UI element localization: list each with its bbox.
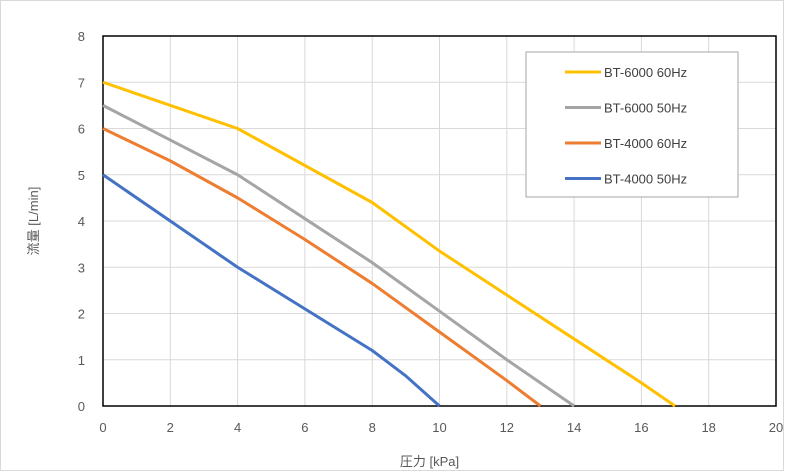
- x-tick-label: 18: [701, 420, 715, 435]
- y-tick-label: 1: [78, 353, 85, 368]
- x-tick-label: 16: [634, 420, 648, 435]
- y-axis-ticks: 0 1 2 3 4 5 6 7 8: [78, 29, 85, 414]
- y-tick-label: 8: [78, 29, 85, 44]
- y-tick-label: 7: [78, 75, 85, 90]
- x-tick-label: 20: [769, 420, 783, 435]
- x-tick-label: 0: [99, 420, 106, 435]
- y-tick-label: 2: [78, 307, 85, 322]
- y-tick-label: 6: [78, 122, 85, 137]
- legend-box: [525, 51, 739, 198]
- x-tick-label: 10: [432, 420, 446, 435]
- legend: BT-6000 60Hz BT-6000 50Hz BT-4000 60Hz BT-4…: [525, 51, 739, 198]
- series-line: [102, 80, 676, 408]
- x-axis-title: 圧力 [kPa]: [400, 454, 459, 469]
- series-lines: [102, 80, 676, 408]
- x-tick-label: 12: [500, 420, 514, 435]
- x-tick-label: 8: [369, 420, 376, 435]
- y-tick-label: 0: [78, 399, 85, 414]
- x-tick-label: 4: [234, 420, 241, 435]
- x-axis-ticks: 0 2 4 6 8 10 12 14 16 18 20: [99, 420, 783, 435]
- legend-label: BT-6000 60Hz: [604, 65, 687, 80]
- y-tick-label: 4: [78, 214, 85, 229]
- y-tick-label: 3: [78, 260, 85, 275]
- x-tick-label: 14: [567, 420, 581, 435]
- y-tick-label: 5: [78, 168, 85, 183]
- series-line: [102, 104, 575, 408]
- y-axis-title: 流量 [L/min]: [26, 187, 41, 256]
- series-line: [102, 173, 441, 408]
- legend-label: BT-6000 50Hz: [604, 101, 687, 116]
- series-line: [102, 127, 542, 408]
- x-tick-label: 6: [301, 420, 308, 435]
- legend-label: BT-4000 50Hz: [604, 172, 687, 187]
- x-tick-label: 2: [167, 420, 174, 435]
- legend-label: BT-4000 60Hz: [604, 136, 687, 151]
